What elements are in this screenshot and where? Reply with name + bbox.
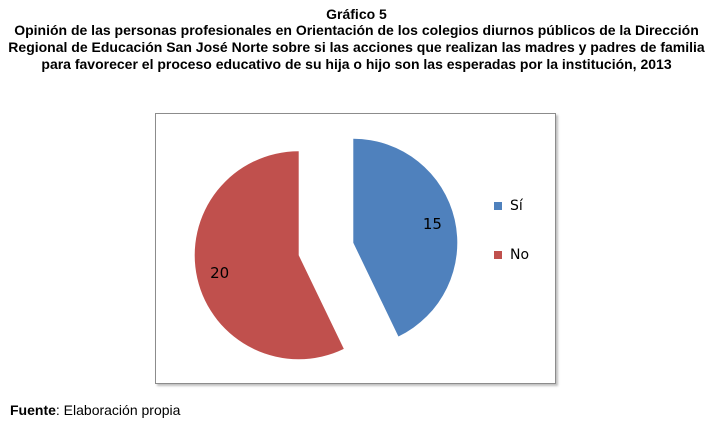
source-label: Fuente	[10, 402, 56, 418]
source-text: : Elaboración propia	[55, 402, 181, 418]
pie-slices	[194, 138, 458, 360]
data-label-si: 15	[423, 215, 442, 233]
figure-title: Opinión de las personas profesionales en…	[8, 22, 705, 72]
pie-slice-no	[194, 151, 344, 360]
legend-label-si: Sí	[510, 198, 524, 214]
chart-legend: Sí No	[494, 198, 529, 263]
legend-swatch-no	[494, 251, 502, 259]
chart-area: 15 20 Sí No	[155, 113, 556, 384]
source-note: Fuente: Elaboración propia	[10, 401, 180, 419]
pie-slice-si	[353, 138, 458, 337]
data-label-no: 20	[210, 264, 229, 282]
legend-label-no: No	[510, 247, 529, 263]
figure-label: Gráfico 5	[326, 6, 387, 22]
legend-swatch-si	[494, 202, 502, 210]
